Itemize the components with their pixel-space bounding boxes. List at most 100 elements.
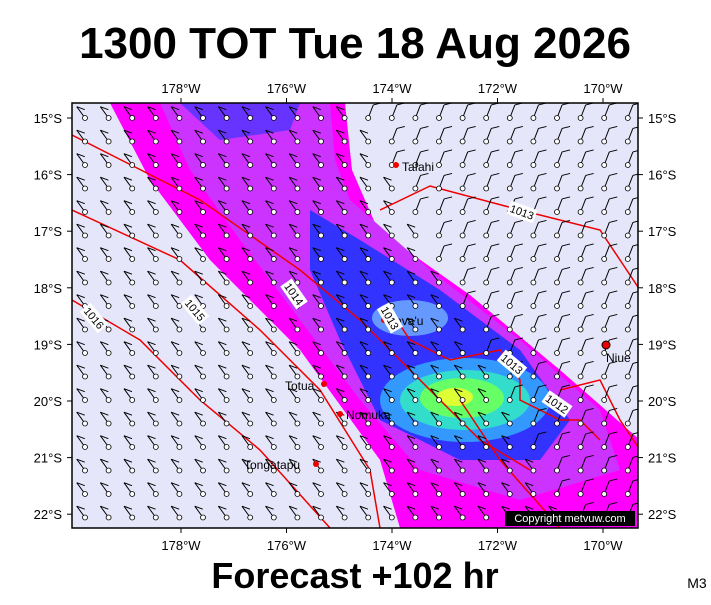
lon-label: 172°W [478, 81, 518, 96]
barb-station [176, 444, 183, 450]
barb-station [554, 303, 560, 309]
barb [100, 505, 109, 510]
barb [170, 176, 180, 181]
barb-station [459, 326, 466, 333]
barb [406, 270, 416, 275]
barb [632, 103, 638, 106]
barb [147, 341, 156, 346]
barb [514, 243, 523, 247]
barb-station [412, 514, 419, 521]
barb-station [412, 350, 419, 356]
barb [609, 478, 618, 482]
barb [312, 294, 321, 299]
barb [454, 435, 463, 440]
barb-station [436, 373, 442, 380]
barb [76, 482, 85, 487]
barb-station [223, 514, 230, 521]
barb [585, 125, 594, 129]
barb-station [129, 350, 136, 356]
barb-station [436, 185, 442, 192]
barb [561, 290, 571, 294]
barb-station [365, 138, 372, 145]
lon-label: 174°W [372, 538, 412, 553]
barb [100, 106, 109, 111]
barb-station [388, 256, 395, 262]
barb [336, 435, 345, 440]
barb-station [129, 491, 136, 497]
barb [123, 153, 133, 158]
barb [147, 411, 156, 416]
barb-station [624, 350, 631, 356]
barb [406, 364, 416, 369]
barb [632, 197, 638, 200]
barb [430, 435, 439, 440]
barb-station [388, 185, 395, 192]
barb [336, 153, 345, 158]
barb [241, 482, 251, 487]
barb-station [459, 420, 466, 427]
barb [100, 364, 109, 369]
barb [632, 220, 638, 223]
barb-station [601, 467, 608, 474]
barb [609, 407, 618, 411]
barb-station [318, 350, 324, 356]
barb [501, 458, 510, 463]
barb-station [577, 115, 584, 121]
barb-station [152, 303, 159, 309]
barb [336, 200, 345, 205]
barb-station [388, 138, 395, 145]
barb [514, 219, 523, 223]
barb-station [530, 326, 537, 333]
barb [312, 505, 321, 510]
barb-station [152, 209, 159, 215]
barb [336, 364, 345, 369]
barb [420, 196, 429, 200]
barb-station [105, 209, 112, 215]
copyright: Copyright metvuw.com [514, 513, 625, 525]
forecast-label: Forecast +102 hr [211, 555, 498, 596]
barb-station [554, 209, 560, 215]
lat-label: 22°S [34, 507, 63, 522]
barb-station [294, 185, 301, 192]
barb-station [129, 420, 136, 427]
barb-station [200, 373, 206, 380]
barb [336, 317, 345, 322]
barb-station [388, 491, 395, 497]
barb [336, 106, 345, 111]
lon-label: 174°W [372, 81, 412, 96]
barb-station [200, 138, 206, 145]
barb-station [247, 444, 254, 450]
barb-station [129, 303, 136, 309]
barb [359, 294, 369, 299]
barb-station [530, 232, 537, 239]
barb [312, 411, 321, 416]
barb-station [82, 138, 88, 145]
barb-station [200, 162, 206, 168]
barb [406, 458, 416, 463]
barb [336, 505, 345, 510]
barb [265, 176, 274, 181]
barb [467, 125, 476, 129]
barb-station [577, 256, 584, 262]
barb [265, 458, 274, 463]
barb-station [577, 491, 584, 497]
barb-station [459, 185, 466, 192]
barb-station [129, 185, 136, 192]
barb-station [223, 185, 230, 192]
barb [359, 247, 369, 252]
barb-station [105, 326, 112, 333]
barb [218, 364, 227, 369]
barb [632, 479, 638, 482]
barb-station [341, 303, 348, 309]
barb-station [436, 256, 442, 262]
barb-station [200, 185, 206, 192]
barb-station [530, 256, 537, 262]
barb [585, 478, 594, 482]
barb-station [577, 373, 584, 380]
barb-station [247, 373, 254, 380]
barb [514, 149, 523, 153]
barb [406, 341, 416, 346]
barb-station [341, 138, 348, 145]
barb [147, 458, 156, 463]
barb [218, 129, 227, 134]
